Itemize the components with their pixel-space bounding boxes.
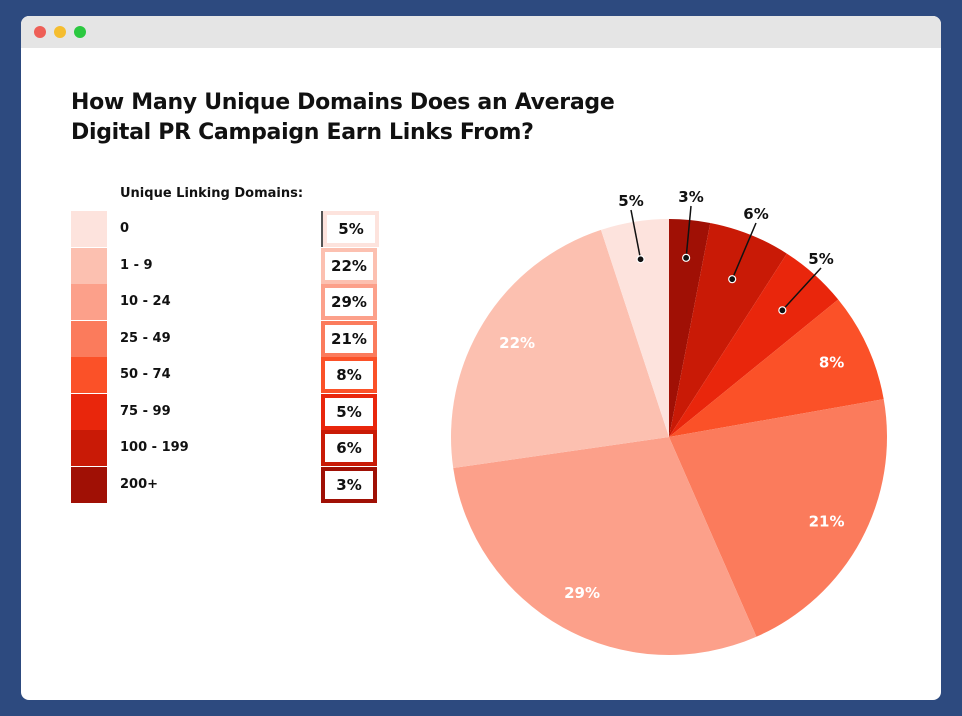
chart-title: How Many Unique Domains Does an Average … <box>71 88 615 148</box>
legend-label: 75 - 99 <box>120 403 171 419</box>
legend-item: 50 - 74 8% <box>71 357 377 393</box>
legend-item: 10 - 24 29% <box>71 284 377 320</box>
legend-swatch <box>71 284 107 320</box>
slice-label: 29% <box>564 584 600 602</box>
pie-slice <box>669 299 884 437</box>
legend-percent: 6% <box>325 434 373 462</box>
legend-swatch <box>71 466 107 503</box>
leader-line <box>731 222 757 280</box>
pie-chart: 3% 6% 5% 8% 21% 29% 22% 5% <box>451 188 888 655</box>
pie-slice <box>669 219 711 437</box>
pie-slice <box>600 219 669 437</box>
slice-label: 5% <box>808 250 833 268</box>
pie-slice <box>669 399 888 637</box>
slice-label: 8% <box>819 354 844 372</box>
legend-percent: 5% <box>325 397 373 426</box>
leader-dot <box>728 275 737 284</box>
legend-percent: 29% <box>325 288 373 316</box>
legend-item: 75 - 99 5% <box>71 393 377 430</box>
legend-swatch <box>71 430 107 466</box>
slice-label: 3% <box>678 188 703 206</box>
pie-slice <box>669 253 839 437</box>
legend-title: Unique Linking Domains: <box>120 186 304 201</box>
legend-label: 100 - 199 <box>120 440 189 455</box>
legend-percent-box: 8% <box>321 357 377 393</box>
legend-label: 200+ <box>120 476 159 492</box>
legend-swatch <box>71 320 107 357</box>
slice-label: 21% <box>809 512 845 530</box>
pie-slice <box>453 437 757 655</box>
leader-dot <box>778 306 787 315</box>
pie-slice <box>451 229 669 469</box>
legend-swatch <box>71 211 107 247</box>
legend-percent: 21% <box>325 324 373 353</box>
close-button[interactable] <box>34 26 46 38</box>
legend-item: 25 - 49 21% <box>71 320 377 357</box>
legend-item: 1 - 9 22% <box>71 247 377 284</box>
title-line-1: How Many Unique Domains Does an Average <box>71 90 615 115</box>
slice-label: 22% <box>499 334 535 352</box>
pie-slice <box>669 222 787 437</box>
legend-percent: 3% <box>325 470 373 499</box>
leader-line <box>781 267 822 311</box>
title-line-2: Digital PR Campaign Earn Links From? <box>71 120 534 145</box>
legend-label: 10 - 24 <box>120 294 171 309</box>
legend-label: 50 - 74 <box>120 367 171 382</box>
legend-percent: 8% <box>325 361 373 389</box>
legend-item: 200+ 3% <box>71 466 377 503</box>
leader-line <box>630 209 642 260</box>
slice-label: 6% <box>743 205 768 223</box>
legend-swatch <box>71 247 107 284</box>
legend-percent: 22% <box>325 251 373 280</box>
leader-dot <box>682 253 691 262</box>
legend-percent-box: 5% <box>321 211 379 247</box>
legend-item: 0 5% <box>71 211 379 247</box>
legend-percent-box: 29% <box>321 284 377 320</box>
title-bar <box>21 16 941 48</box>
legend-percent-box: 21% <box>321 320 377 357</box>
legend-item: 100 - 199 6% <box>71 430 377 466</box>
legend-percent-box: 5% <box>321 393 377 430</box>
legend-label: 25 - 49 <box>120 330 171 346</box>
legend-swatch <box>71 393 107 430</box>
leader-line <box>685 205 692 258</box>
maximize-button[interactable] <box>74 26 86 38</box>
legend-percent-box: 6% <box>321 430 377 466</box>
minimize-button[interactable] <box>54 26 66 38</box>
leader-dot <box>636 255 645 264</box>
legend-percent-box: 22% <box>321 247 377 284</box>
legend-label: 1 - 9 <box>120 257 153 273</box>
legend-swatch <box>71 357 107 393</box>
legend-label: 0 <box>120 221 130 236</box>
legend-percent: 5% <box>327 215 375 243</box>
slice-label: 5% <box>618 192 643 210</box>
browser-window: How Many Unique Domains Does an Average … <box>21 16 941 700</box>
legend-percent-box: 3% <box>321 466 377 503</box>
